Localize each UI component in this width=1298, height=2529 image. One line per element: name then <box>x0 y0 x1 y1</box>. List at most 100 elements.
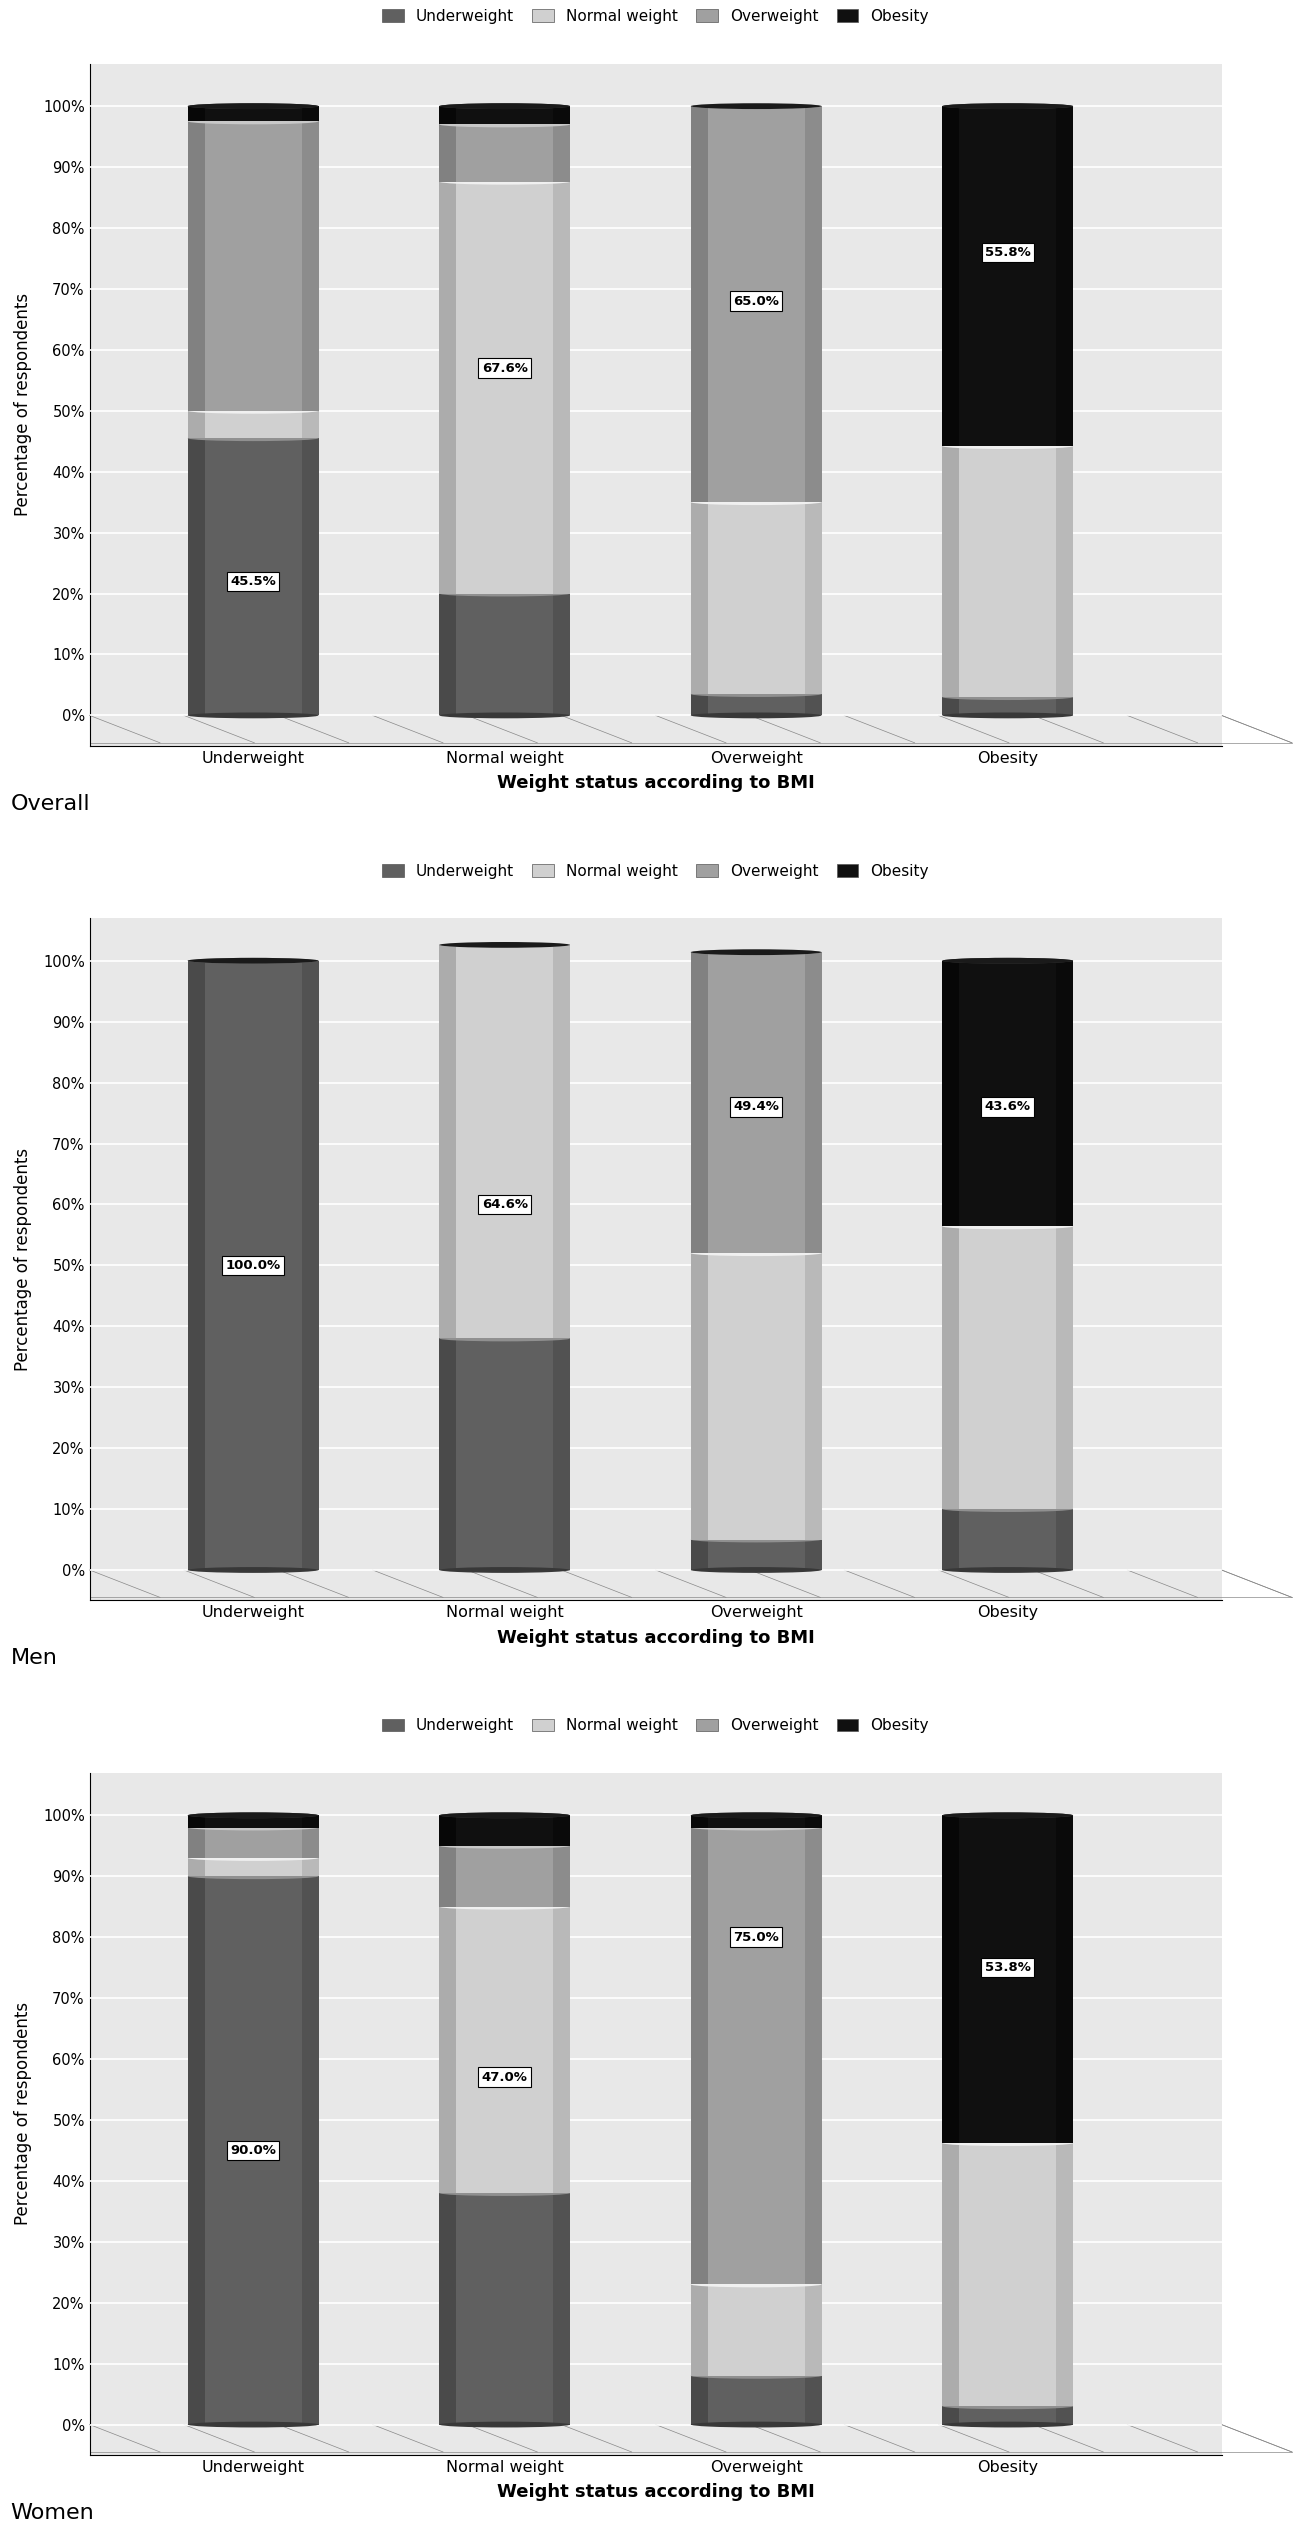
Bar <box>188 121 318 410</box>
Bar <box>439 2193 570 2425</box>
Bar <box>942 106 959 445</box>
Ellipse shape <box>439 1335 570 1340</box>
Text: 53.8%: 53.8% <box>985 1960 1031 1975</box>
Ellipse shape <box>691 713 822 718</box>
Bar <box>805 503 822 693</box>
Ellipse shape <box>691 1823 822 1831</box>
Ellipse shape <box>691 1568 822 1573</box>
Bar <box>439 946 457 1338</box>
Ellipse shape <box>942 1568 1073 1573</box>
Ellipse shape <box>942 2140 1073 2147</box>
Bar <box>188 1877 318 2425</box>
Ellipse shape <box>691 2372 822 2380</box>
Bar <box>805 106 822 503</box>
Ellipse shape <box>439 2423 570 2428</box>
Bar <box>805 2375 822 2425</box>
Bar <box>691 1816 707 1828</box>
Bar <box>1057 445 1073 698</box>
Bar <box>188 1816 205 1828</box>
Text: 55.8%: 55.8% <box>985 245 1031 258</box>
Bar <box>691 503 707 693</box>
Bar <box>553 946 570 1338</box>
Ellipse shape <box>188 1568 318 1573</box>
Ellipse shape <box>942 1813 1073 1818</box>
Bar <box>439 182 570 594</box>
Ellipse shape <box>188 407 318 415</box>
Text: 65.0%: 65.0% <box>733 293 779 309</box>
Bar <box>301 1859 318 1877</box>
Ellipse shape <box>188 1813 318 1818</box>
Bar <box>942 1510 1073 1571</box>
Text: 45.5%: 45.5% <box>230 574 276 587</box>
Ellipse shape <box>439 941 570 948</box>
Bar <box>805 1828 822 2284</box>
Text: 49.4%: 49.4% <box>733 1100 779 1113</box>
Bar <box>553 182 570 594</box>
Bar <box>691 1828 707 2284</box>
Ellipse shape <box>439 1813 570 1818</box>
Bar <box>1057 106 1073 445</box>
Bar <box>805 953 822 1254</box>
Bar <box>942 961 959 1227</box>
Bar <box>691 953 707 1254</box>
Bar <box>439 182 457 594</box>
Ellipse shape <box>691 1813 822 1818</box>
Ellipse shape <box>942 104 1073 109</box>
Ellipse shape <box>439 941 570 948</box>
Bar <box>1057 2142 1073 2405</box>
Bar <box>942 445 959 698</box>
Ellipse shape <box>942 443 1073 450</box>
Bar <box>942 1227 959 1510</box>
Bar <box>942 961 1073 1227</box>
Bar <box>942 106 1073 445</box>
Text: 67.6%: 67.6% <box>482 362 527 374</box>
Bar <box>691 2375 707 2425</box>
Bar <box>691 1828 822 2284</box>
Ellipse shape <box>439 104 570 109</box>
Bar <box>188 438 205 716</box>
Bar <box>942 2405 959 2425</box>
Bar <box>439 1907 570 2193</box>
Ellipse shape <box>188 1813 318 1818</box>
Bar <box>942 2142 959 2405</box>
Ellipse shape <box>691 690 822 698</box>
Y-axis label: Percentage of respondents: Percentage of respondents <box>14 2003 32 2226</box>
Bar <box>942 2142 1073 2405</box>
Ellipse shape <box>691 104 822 109</box>
Bar <box>439 1816 457 1846</box>
Ellipse shape <box>691 2423 822 2428</box>
Text: 47.0%: 47.0% <box>482 2071 527 2084</box>
Bar <box>439 1338 570 1571</box>
Bar <box>439 1907 457 2193</box>
Ellipse shape <box>942 1813 1073 1818</box>
Ellipse shape <box>691 948 822 956</box>
Ellipse shape <box>691 1538 822 1543</box>
Bar <box>805 2284 822 2375</box>
Bar <box>691 1540 822 1571</box>
Bar <box>439 1846 570 1907</box>
Bar <box>439 2193 457 2425</box>
Text: Overall: Overall <box>10 794 90 814</box>
Bar <box>188 961 318 1571</box>
Ellipse shape <box>188 119 318 124</box>
Ellipse shape <box>439 104 570 109</box>
Ellipse shape <box>439 180 570 185</box>
Bar <box>301 121 318 410</box>
Bar <box>301 410 318 438</box>
Bar <box>301 1816 318 1828</box>
Bar <box>691 2284 822 2375</box>
Bar <box>691 1254 707 1540</box>
Bar <box>439 1338 457 1571</box>
Ellipse shape <box>188 958 318 964</box>
Ellipse shape <box>942 1507 1073 1512</box>
Ellipse shape <box>188 713 318 718</box>
Bar <box>805 693 822 716</box>
Bar <box>301 1877 318 2425</box>
Bar <box>1057 961 1073 1227</box>
Bar <box>553 1846 570 1907</box>
Ellipse shape <box>439 713 570 718</box>
Ellipse shape <box>188 104 318 109</box>
Ellipse shape <box>942 104 1073 109</box>
Bar <box>301 106 318 121</box>
Bar <box>188 1828 205 1859</box>
